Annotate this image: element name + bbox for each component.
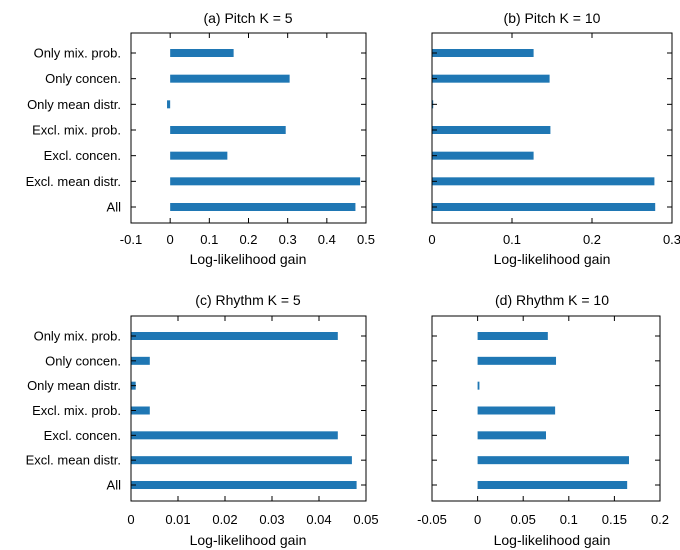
x-tick-label: 0.02 [212,512,237,527]
y-tick-label: Excl. concen. [44,148,121,163]
bar-only-concen [477,356,557,365]
x-tick-label: 0.01 [165,512,190,527]
bar-only-mix-prob [131,332,338,340]
x-tick-label: 0.03 [259,512,284,527]
tick-group: -0.05 0 0.05 0.1 0.15 0.2 [417,316,669,527]
x-tick-label: 0 [428,232,435,247]
x-axis-label: Log-likelihood gain [190,532,307,548]
tick-group: 0 0.1 0.2 0.3 [428,33,680,247]
y-tick-label: All [107,200,122,215]
y-tick-label: Only mean distr. [27,378,121,393]
panel-rhythm-k10: (d) Rhythm K = 10 -0.05 0 0.05 0.1 0.15 0.2 L… [417,292,669,548]
panel-title: (d) Rhythm K = 10 [495,292,609,308]
bar-excl-mix-prob [432,126,551,134]
bar-group [477,332,629,489]
x-tick-label: 0.4 [318,232,336,247]
bar-excl-mean-distr [131,456,352,465]
x-tick-label: 0.04 [306,512,331,527]
bar-only-mix-prob [170,49,234,57]
y-tick-label: Excl. mix. prob. [32,123,121,138]
panel-pitch-k5: (a) Pitch K = 5 Only mix. prob. Only conc… [26,10,375,267]
x-tick-label: 0.1 [200,232,218,247]
plot-frame [431,32,673,224]
x-tick-label: 0.15 [602,512,627,527]
bar-all [477,481,628,489]
x-tick-label: 0.2 [651,512,669,527]
bar-excl-mix-prob [477,406,556,415]
y-tick-label: Only concen. [45,71,121,86]
x-tick-label: 0.1 [560,512,578,527]
panel-rhythm-k5: (c) Rhythm K = 5 Only mix. prob. Only con… [26,292,379,548]
x-tick-label: 0 [474,512,481,527]
x-tick-label: 0.2 [239,232,257,247]
bar-excl-concen [477,431,546,440]
bar-all [131,481,357,489]
x-tick-label: 0.5 [357,232,375,247]
x-tick-label: 0.1 [503,232,521,247]
x-axis-label: Log-likelihood gain [494,251,611,267]
x-axis-label: Log-likelihood gain [190,251,307,267]
bar-only-concen [432,74,550,83]
bar-only-concen [170,74,290,83]
bar-excl-mean-distr [170,177,361,186]
y-tick-label: All [107,478,122,493]
y-tick-label: Excl. concen. [44,428,121,443]
y-tick-label: Only mean distr. [27,97,121,112]
x-tick-label: 0.3 [279,232,297,247]
panel-title: (b) Pitch K = 10 [504,10,601,26]
bar-excl-concen [432,151,534,160]
plot-frame [431,315,661,502]
x-tick-label: 0 [167,232,174,247]
bar-excl-concen [170,151,228,160]
bar-only-mean-distr [477,381,480,390]
bar-all [170,203,356,211]
y-tick-label: Only mix. prob. [34,46,121,61]
tick-group: Only mix. prob. Only concen. Only mean dis… [26,33,375,247]
bar-all [432,203,656,211]
tick-group: Only mix. prob. Only concen. Only mean dis… [26,316,379,527]
bar-excl-mix-prob [131,406,150,415]
x-tick-label: 0.3 [663,232,680,247]
x-tick-label: 0.05 [353,512,378,527]
x-tick-label: 0.05 [511,512,536,527]
bar-only-mean-distr [167,100,171,109]
y-tick-label: Only mix. prob. [34,329,121,344]
panel-title: (c) Rhythm K = 5 [195,292,301,308]
panel-title: (a) Pitch K = 5 [203,10,292,26]
bar-only-mix-prob [477,332,548,340]
x-axis-label: Log-likelihood gain [494,532,611,548]
plot-frame [130,315,367,502]
y-tick-label: Only concen. [45,353,121,368]
x-tick-label: -0.1 [120,232,142,247]
bar-excl-mean-distr [432,177,655,186]
panel-pitch-k10: (b) Pitch K = 10 0 0.1 0.2 0.3 Log-likeliho… [428,10,680,267]
bar-excl-mix-prob [170,126,286,134]
x-tick-label: 0 [127,512,134,527]
bar-excl-mean-distr [477,456,629,465]
bar-excl-concen [131,431,338,440]
y-tick-label: Excl. mix. prob. [32,403,121,418]
bar-group [167,49,361,211]
y-tick-label: Excl. mean distr. [26,453,121,468]
y-tick-label: Excl. mean distr. [26,174,121,189]
bar-only-concen [131,356,150,365]
x-tick-label: -0.05 [417,512,447,527]
x-tick-label: 0.2 [583,232,601,247]
bar-only-mix-prob [432,49,534,57]
